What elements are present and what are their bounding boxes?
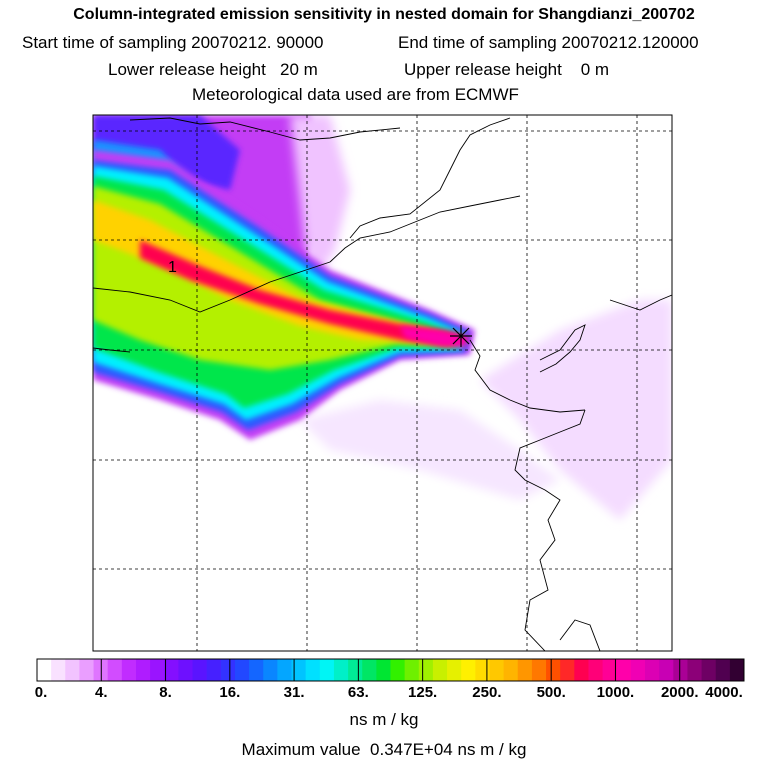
colorbar-swatch <box>362 659 377 681</box>
receptor-marker <box>450 325 472 347</box>
colorbar-swatch <box>517 659 533 681</box>
colorbar-swatch <box>645 659 660 681</box>
colorbar-tick-label: 1000. <box>596 684 635 701</box>
met-data-line: Meteorological data used are from ECMWF <box>192 85 519 104</box>
plume-band-faint-south <box>300 400 560 500</box>
colorbar-tick-label: 0. <box>34 684 48 701</box>
colorbar-swatch <box>135 659 151 681</box>
colorbar-tick-label: 125. <box>408 684 438 701</box>
colorbar-swatch <box>305 659 321 681</box>
colorbar-swatch <box>701 659 717 681</box>
colorbar-tick-label: 31. <box>283 684 305 701</box>
plume-band-north-blue <box>93 115 240 190</box>
colorbar-swatch <box>107 659 123 681</box>
contour-label: 1 <box>168 259 177 276</box>
colorbar-swatch <box>574 659 589 681</box>
colorbar-tick-label: 63. <box>347 684 369 701</box>
end-time-value: 20070212.120000 <box>561 33 699 52</box>
colorbar-swatch <box>616 659 632 681</box>
colorbar-swatch <box>291 659 307 681</box>
colorbar-swatch <box>489 659 505 681</box>
colorbar-swatch <box>531 659 547 681</box>
colorbar-swatch <box>687 659 703 681</box>
colorbar-swatch <box>178 659 194 681</box>
colorbar-tick-label: 500. <box>536 684 566 701</box>
colorbar-tick-label: 16. <box>219 684 241 701</box>
colorbar-swatch <box>560 659 575 681</box>
colorbar-swatch <box>249 659 264 681</box>
colorbar-swatch <box>475 659 490 681</box>
plume-band-north-lobe-edge <box>290 115 350 290</box>
lower-release-height: Lower release height 20 m <box>108 60 318 79</box>
colorbar-swatch <box>418 659 434 681</box>
lat-lon-grid <box>93 115 672 651</box>
colorbar-swatch <box>121 659 137 681</box>
colorbar-tick-label: 250. <box>472 684 502 701</box>
colorbar-swatch <box>348 659 363 681</box>
colorbar-swatch <box>461 659 476 681</box>
colorbar-swatch <box>659 659 674 681</box>
coastlines <box>93 117 672 651</box>
colorbar-swatch <box>376 659 391 681</box>
colorbar-swatch <box>503 659 519 681</box>
colorbar-swatch <box>234 659 250 681</box>
colorbar-swatch <box>79 659 95 681</box>
colorbar-swatch <box>37 659 52 681</box>
colorbar-units: ns m / kg <box>349 710 419 729</box>
colorbar-swatch <box>546 659 561 681</box>
colorbar-frame <box>36 658 745 682</box>
colorbar-swatch <box>192 659 208 681</box>
colorbar-swatch <box>404 659 420 681</box>
end-time-label: End time of sampling 20070212.120000 <box>398 33 699 52</box>
colorbar-swatch <box>588 659 604 681</box>
colorbar-swatch <box>150 659 165 681</box>
colorbar-swatch <box>164 659 179 681</box>
colorbar-tick-label: 2000. <box>660 684 699 701</box>
colorbar-swatch <box>263 659 278 681</box>
colorbar-swatch <box>319 659 335 681</box>
map-title: Column-integrated emission sensitivity i… <box>73 6 695 23</box>
upper-release-height: Upper release height 0 m <box>404 60 610 79</box>
map-frame <box>92 114 673 652</box>
colorbar-swatch <box>602 659 618 681</box>
start-time-label: Start time of sampling 20070212. 90000 <box>22 33 324 52</box>
colorbar-swatch <box>673 659 688 681</box>
colorbar-swatch <box>630 659 646 681</box>
plume-band-magenta <box>400 326 470 348</box>
colorbar-tick-label: 8. <box>159 684 172 701</box>
colorbar-swatch <box>729 659 745 681</box>
colorbar <box>36 659 745 681</box>
colorbar-swatch <box>447 659 462 681</box>
colorbar-swatch <box>277 659 293 681</box>
colorbar-swatch <box>715 659 731 681</box>
colorbar-tick-label: 4. <box>95 684 108 701</box>
start-time-value: 20070212. 90000 <box>191 33 324 52</box>
colorbar-tick-label: 4000. <box>705 684 743 701</box>
colorbar-swatch <box>220 659 236 681</box>
colorbar-swatch <box>51 659 66 681</box>
colorbar-swatch <box>333 659 349 681</box>
colorbar-swatch <box>206 659 222 681</box>
colorbar-swatch <box>65 659 80 681</box>
maximum-value: Maximum value 0.347E+04 ns m / kg <box>241 740 527 759</box>
plume-band-faint-east <box>480 300 672 520</box>
colorbar-swatch <box>390 659 406 681</box>
colorbar-swatch <box>432 659 448 681</box>
